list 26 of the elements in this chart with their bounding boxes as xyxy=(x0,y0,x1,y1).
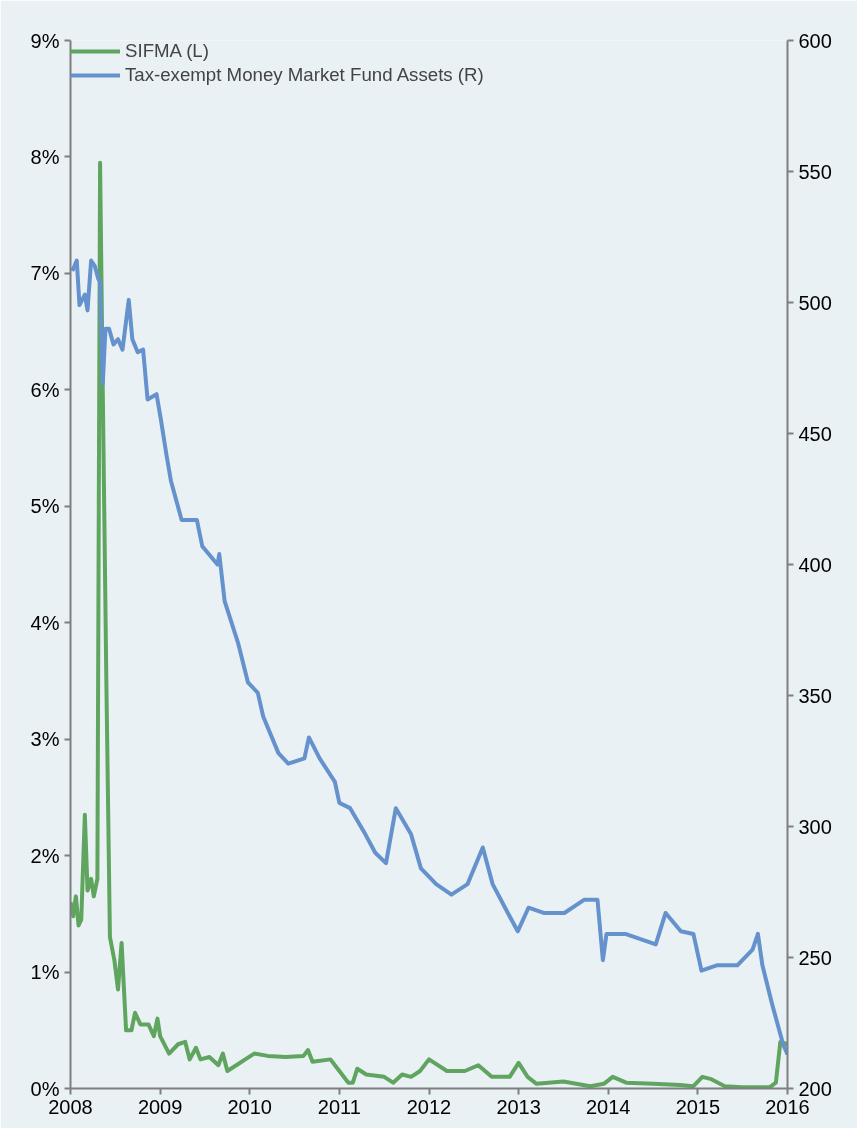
x-tick-label: 2012 xyxy=(406,1095,452,1118)
y-tick-label: 5% xyxy=(30,495,60,518)
y2-tick-label: 550 xyxy=(798,160,832,183)
legend-label: SIFMA (L) xyxy=(125,40,209,62)
y-tick-label: 2% xyxy=(30,844,60,867)
x-tick-label: 2015 xyxy=(675,1095,721,1118)
y-tick-label: 1% xyxy=(30,961,60,984)
y-tick-label: 4% xyxy=(30,611,60,634)
y2-tick-label: 500 xyxy=(798,291,832,314)
x-tick-label: 2010 xyxy=(227,1095,272,1118)
y2-tick-label: 400 xyxy=(798,553,832,576)
x-tick-label: 2014 xyxy=(586,1095,631,1118)
legend-label: Tax-exempt Money Market Fund Assets (R) xyxy=(125,64,484,86)
y-tick-label: 6% xyxy=(30,378,60,401)
y-tick-label: 8% xyxy=(30,145,60,168)
y-tick-label: 9% xyxy=(30,29,60,52)
x-tick-label: 2013 xyxy=(496,1095,541,1118)
y2-tick-label: 450 xyxy=(798,422,832,445)
y2-tick-label: 350 xyxy=(798,684,832,707)
y-tick-label: 7% xyxy=(30,262,60,285)
y2-tick-label: 600 xyxy=(798,29,832,52)
y2-tick-label: 250 xyxy=(798,946,832,969)
y-tick-label: 3% xyxy=(30,728,60,751)
y2-tick-label: 300 xyxy=(798,815,832,838)
x-tick-label: 2009 xyxy=(137,1095,183,1118)
x-tick-label: 2011 xyxy=(317,1095,361,1118)
